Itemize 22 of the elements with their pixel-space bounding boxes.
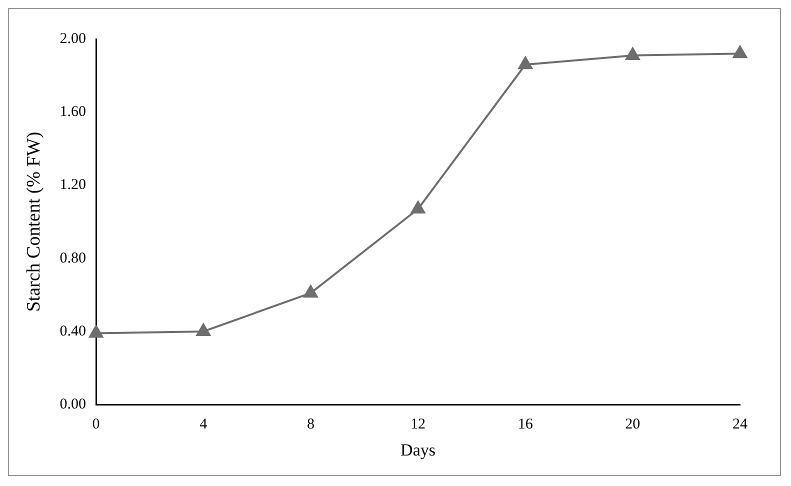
x-tick-label: 8 [306, 416, 314, 433]
x-tick-label: 4 [200, 416, 208, 433]
point [732, 46, 748, 58]
point [304, 285, 318, 298]
y-axis-title: Starch Content (% FW) [23, 132, 44, 312]
y-tick-label: 0.80 [60, 250, 86, 266]
y-tick-label: 2.00 [60, 30, 86, 47]
y-tick-label: 0.40 [60, 323, 86, 340]
x-tick-label: 16 [518, 416, 534, 433]
x-tick-label: 12 [410, 416, 426, 433]
y-tick-label: 1.60 [60, 104, 86, 120]
point [410, 201, 426, 214]
point [626, 47, 640, 60]
x-tick-label: 20 [625, 416, 640, 433]
x-tick-label: 0 [92, 416, 100, 433]
point [196, 323, 210, 336]
point [518, 56, 532, 70]
x-axis-title: Days [400, 440, 436, 460]
x-tick-label: 24 [732, 416, 748, 433]
y-tick-label: 0.00 [60, 396, 86, 413]
y-tick-label: 1.20 [60, 177, 86, 194]
point [88, 325, 104, 338]
